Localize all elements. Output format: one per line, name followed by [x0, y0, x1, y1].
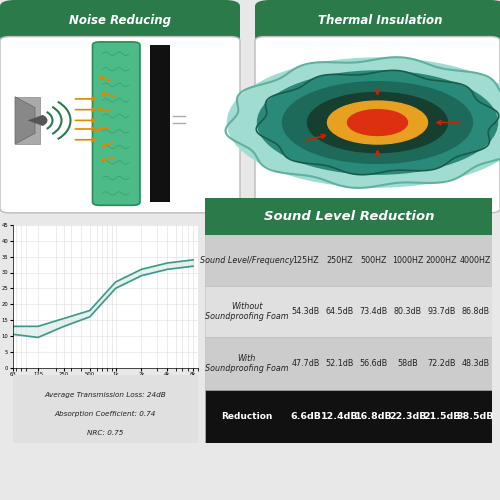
- Text: 250HZ: 250HZ: [326, 256, 352, 265]
- Text: 4000HZ: 4000HZ: [460, 256, 491, 265]
- Bar: [205, 337, 492, 390]
- Text: Reduction: Reduction: [221, 412, 272, 420]
- FancyBboxPatch shape: [0, 0, 240, 43]
- Text: Sound Level Reduction: Sound Level Reduction: [264, 210, 434, 223]
- FancyBboxPatch shape: [5, 372, 205, 445]
- Text: 72.2dB: 72.2dB: [427, 359, 456, 368]
- Text: Average Transmission Loss: 24dB: Average Transmission Loss: 24dB: [44, 392, 166, 398]
- Text: 1000HZ: 1000HZ: [392, 256, 423, 265]
- Circle shape: [258, 71, 498, 174]
- Text: 125HZ: 125HZ: [292, 256, 318, 265]
- Text: 80.3dB: 80.3dB: [394, 307, 421, 316]
- Bar: [150, 45, 170, 202]
- Text: 54.3dB: 54.3dB: [292, 307, 320, 316]
- FancyBboxPatch shape: [0, 36, 240, 213]
- Polygon shape: [15, 97, 35, 144]
- Text: 93.7dB: 93.7dB: [428, 307, 456, 316]
- Text: Sound Level/Frequency: Sound Level/Frequency: [200, 256, 294, 265]
- Text: NRC: 0.75: NRC: 0.75: [87, 430, 123, 436]
- Circle shape: [348, 110, 408, 136]
- Text: 86.8dB: 86.8dB: [462, 307, 489, 316]
- Bar: [15, 97, 40, 144]
- X-axis label: Frequency (Hz): Frequency (Hz): [82, 380, 128, 384]
- Text: Without
Soundproofing Foam: Without Soundproofing Foam: [205, 302, 288, 321]
- Text: Absorption Coefficient: 0.74: Absorption Coefficient: 0.74: [54, 411, 156, 417]
- Text: With
Soundproofing Foam: With Soundproofing Foam: [205, 354, 288, 373]
- Circle shape: [308, 92, 448, 152]
- Bar: [205, 198, 492, 235]
- Bar: [205, 286, 492, 337]
- Text: 58dB: 58dB: [397, 359, 418, 368]
- FancyBboxPatch shape: [255, 36, 500, 213]
- Text: 56.6dB: 56.6dB: [360, 359, 388, 368]
- Text: 22.3dB: 22.3dB: [389, 412, 426, 420]
- Circle shape: [328, 101, 428, 144]
- Text: 2000HZ: 2000HZ: [426, 256, 457, 265]
- Circle shape: [228, 58, 500, 187]
- Text: 12.4dB: 12.4dB: [320, 412, 358, 420]
- Text: 16.8dB: 16.8dB: [354, 412, 392, 420]
- Bar: [205, 236, 492, 286]
- Text: 48.3dB: 48.3dB: [462, 359, 489, 368]
- Text: 47.7dB: 47.7dB: [291, 359, 320, 368]
- FancyBboxPatch shape: [255, 0, 500, 43]
- Circle shape: [282, 82, 472, 164]
- Bar: [205, 390, 492, 442]
- Text: 73.4dB: 73.4dB: [360, 307, 388, 316]
- Text: 6.6dB: 6.6dB: [290, 412, 321, 420]
- Text: 52.1dB: 52.1dB: [325, 359, 354, 368]
- Text: 64.5dB: 64.5dB: [326, 307, 353, 316]
- Text: 500HZ: 500HZ: [360, 256, 386, 265]
- Text: 38.5dB: 38.5dB: [457, 412, 494, 420]
- Wedge shape: [28, 115, 48, 126]
- Text: Thermal Insulation: Thermal Insulation: [318, 14, 442, 27]
- Text: 21.5dB: 21.5dB: [423, 412, 460, 420]
- Text: Noise Reducing: Noise Reducing: [69, 14, 171, 27]
- FancyBboxPatch shape: [92, 42, 140, 205]
